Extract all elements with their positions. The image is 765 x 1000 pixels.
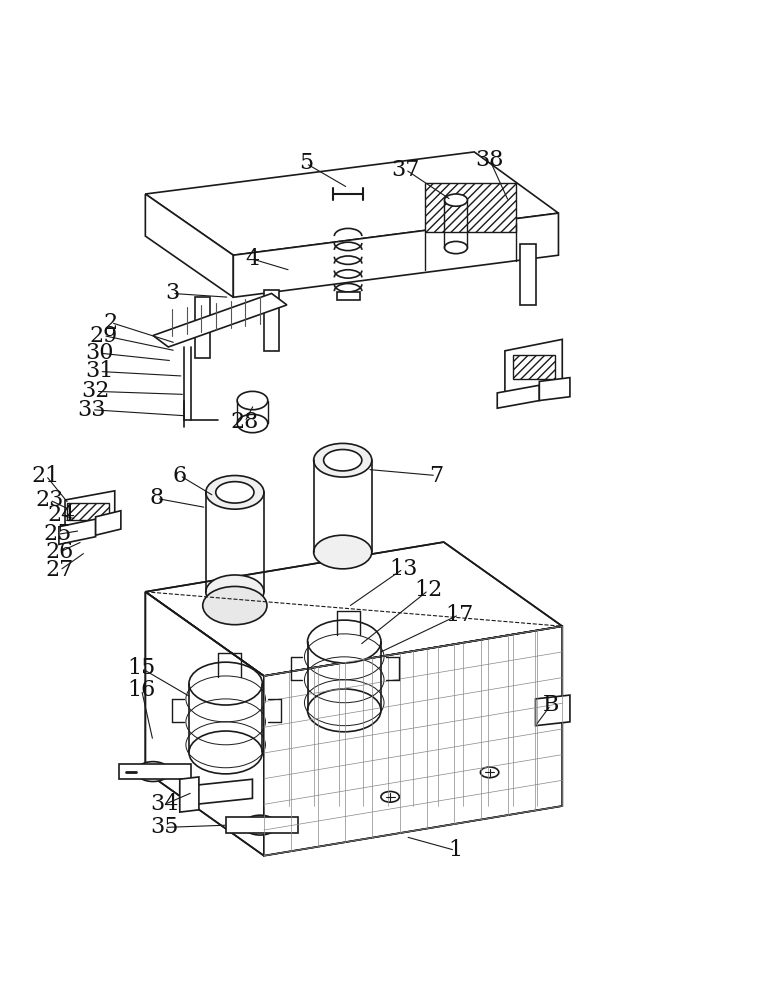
Polygon shape <box>520 244 536 305</box>
Polygon shape <box>226 817 298 833</box>
Ellipse shape <box>308 689 381 732</box>
Text: 13: 13 <box>389 558 418 580</box>
Polygon shape <box>425 183 516 232</box>
Ellipse shape <box>381 791 399 802</box>
Ellipse shape <box>206 476 264 509</box>
Ellipse shape <box>444 194 467 206</box>
Polygon shape <box>145 542 562 676</box>
Polygon shape <box>59 519 96 544</box>
Polygon shape <box>536 695 570 726</box>
Ellipse shape <box>203 586 267 625</box>
Polygon shape <box>145 592 264 856</box>
Polygon shape <box>145 152 558 255</box>
Text: 7: 7 <box>429 465 443 487</box>
Text: 26: 26 <box>46 541 73 563</box>
Ellipse shape <box>314 443 372 477</box>
Text: 31: 31 <box>85 360 114 382</box>
Text: 5: 5 <box>299 152 313 174</box>
Ellipse shape <box>324 450 362 471</box>
Text: 12: 12 <box>415 579 442 601</box>
Text: 33: 33 <box>77 399 106 421</box>
Text: 37: 37 <box>391 159 420 181</box>
Ellipse shape <box>216 482 254 503</box>
Polygon shape <box>145 194 233 297</box>
Text: 25: 25 <box>44 523 71 545</box>
Text: 1: 1 <box>448 839 462 861</box>
Polygon shape <box>119 764 191 779</box>
Polygon shape <box>67 503 109 520</box>
Text: 15: 15 <box>128 657 155 679</box>
Text: 21: 21 <box>32 465 60 487</box>
Text: 35: 35 <box>150 816 179 838</box>
Ellipse shape <box>444 241 467 254</box>
Polygon shape <box>153 293 287 347</box>
Ellipse shape <box>308 620 381 663</box>
Text: 23: 23 <box>35 489 64 511</box>
Polygon shape <box>233 213 558 297</box>
Text: 29: 29 <box>90 325 117 347</box>
Text: 6: 6 <box>173 465 187 487</box>
Ellipse shape <box>314 535 372 569</box>
Text: 3: 3 <box>165 282 179 304</box>
Polygon shape <box>337 292 360 300</box>
Ellipse shape <box>243 815 277 835</box>
Polygon shape <box>539 378 570 401</box>
Polygon shape <box>264 626 562 856</box>
Polygon shape <box>180 777 199 812</box>
Ellipse shape <box>480 767 499 778</box>
Ellipse shape <box>189 662 262 705</box>
Ellipse shape <box>206 575 264 609</box>
Text: 4: 4 <box>246 248 259 270</box>
Ellipse shape <box>189 731 262 774</box>
Text: 32: 32 <box>81 380 110 402</box>
Polygon shape <box>195 297 210 358</box>
Text: 27: 27 <box>46 559 73 581</box>
Text: 34: 34 <box>150 793 179 815</box>
Text: 16: 16 <box>128 679 155 701</box>
Ellipse shape <box>237 391 268 410</box>
Ellipse shape <box>237 414 268 433</box>
Polygon shape <box>513 355 555 379</box>
Text: 38: 38 <box>475 149 504 171</box>
Text: 28: 28 <box>230 411 259 433</box>
Polygon shape <box>505 339 562 397</box>
Polygon shape <box>65 491 115 529</box>
Polygon shape <box>497 385 539 408</box>
Text: 8: 8 <box>150 487 164 509</box>
Polygon shape <box>264 290 279 351</box>
Polygon shape <box>96 511 121 535</box>
Text: 2: 2 <box>104 312 118 334</box>
Text: B: B <box>542 694 559 716</box>
Text: 30: 30 <box>85 342 114 364</box>
Polygon shape <box>180 779 252 806</box>
Text: 24: 24 <box>47 504 75 526</box>
Ellipse shape <box>136 762 170 782</box>
Text: 17: 17 <box>445 604 473 626</box>
